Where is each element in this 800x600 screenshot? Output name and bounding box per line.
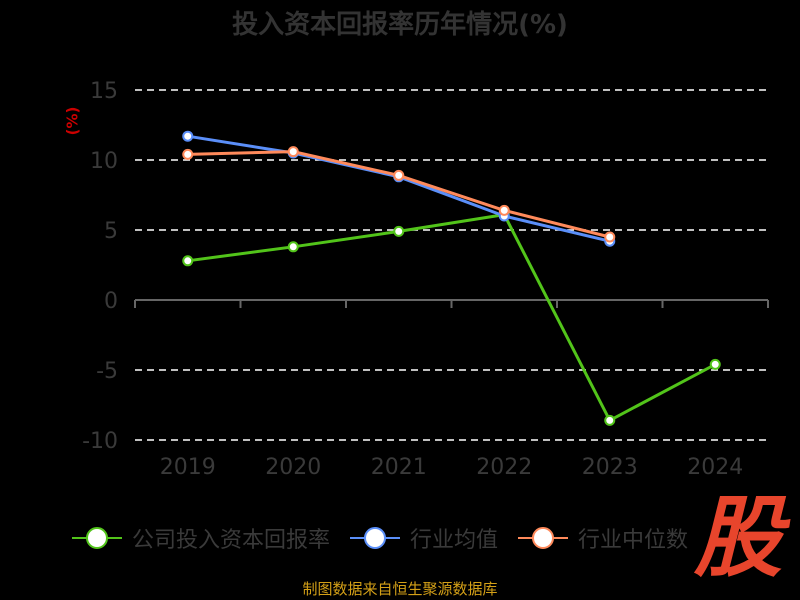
y-tick-label-10: 10 (90, 149, 118, 174)
x-tick-label-2022: 2022 (476, 455, 532, 480)
data-point-industry-avg-2019 (182, 130, 194, 142)
legend-marker-industry-median (518, 526, 569, 550)
legend-item-industry-avg[interactable]: 行业均值 (350, 522, 498, 554)
chart-title: 投入资本回报率历年情况(%) (232, 10, 568, 40)
legend: 公司投入资本回报率 行业均值 行业中位数 (72, 520, 708, 556)
legend-label-company: 公司投入资本回报率 (132, 528, 331, 553)
series-lines (182, 130, 721, 426)
x-tick-label-2019: 2019 (160, 455, 216, 480)
legend-marker-industry-avg (350, 526, 401, 550)
legend-dot-industry-avg (364, 527, 387, 549)
tick-labels: 15 10 5 0 -5 -10 2019 2020 2021 2022 2023 2024 (82, 79, 743, 480)
x-tick-label-2024: 2024 (687, 455, 743, 480)
data-point-company-2020 (287, 241, 299, 253)
data-point-industry-median-2020 (287, 146, 299, 158)
x-tick-label-2020: 2020 (265, 455, 321, 480)
data-point-industry-median-2019 (182, 148, 194, 160)
x-tick-label-2021: 2021 (371, 455, 427, 480)
axes (134, 299, 769, 308)
brand-logo: 股 (694, 486, 783, 589)
data-source-note: 制图数据来自恒生聚源数据库 (302, 580, 498, 598)
y-tick-label--10: -10 (82, 429, 118, 454)
legend-dot-industry-median (532, 527, 555, 549)
grid-lines (135, 89, 768, 441)
data-point-company-2019 (182, 255, 194, 267)
x-tick-label-2023: 2023 (582, 455, 638, 480)
y-tick-label-15: 15 (90, 79, 118, 104)
y-tick-label--5: -5 (96, 359, 118, 384)
legend-item-industry-median[interactable]: 行业中位数 (518, 522, 688, 554)
legend-label-industry-median: 行业中位数 (578, 528, 689, 553)
series-line-company (187, 213, 716, 422)
series-line-industry-median (187, 150, 611, 239)
y-tick-label-5: 5 (104, 219, 118, 244)
legend-label-industry-avg: 行业均值 (410, 528, 499, 553)
data-point-industry-median-2021 (393, 169, 405, 181)
data-point-company-2023 (604, 414, 616, 426)
legend-marker-company (72, 526, 122, 550)
y-tick-label-0: 0 (104, 289, 118, 314)
legend-item-company[interactable]: 公司投入资本回报率 (72, 522, 330, 554)
data-point-company-2021 (393, 225, 405, 237)
data-point-company-2024 (709, 358, 721, 370)
data-point-industry-median-2022 (498, 204, 510, 216)
data-point-industry-median-2023 (604, 231, 616, 243)
legend-dot-company (86, 527, 108, 549)
